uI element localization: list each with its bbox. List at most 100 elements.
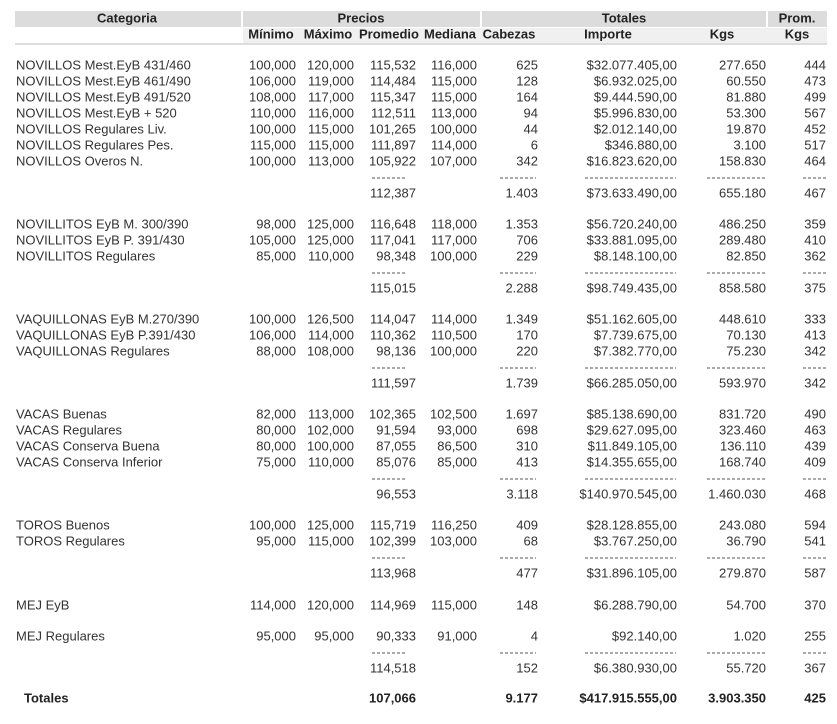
row-value: 110,000: [308, 248, 354, 263]
row-value: 115,000: [431, 89, 477, 104]
subtotal-value: $73.633.490,00: [587, 185, 677, 200]
row-value: 60.550: [726, 73, 766, 88]
row-value: 370: [804, 597, 826, 612]
row-value: 541: [804, 533, 826, 548]
row-value: 98,000: [256, 216, 296, 231]
row-value: 170: [516, 327, 538, 342]
row-value: 102,500: [430, 406, 477, 421]
row-value: 102,399: [369, 533, 416, 548]
row-value: 116,648: [370, 216, 416, 231]
row-value: 463: [804, 422, 826, 437]
row-value: $85.138.690,00: [587, 406, 677, 421]
subtotal-value: 468: [804, 486, 826, 501]
header-group: Categoria: [97, 10, 158, 25]
row-value: 136.110: [720, 438, 766, 453]
row-value: 1.353: [505, 216, 538, 231]
row-value: 289.480: [719, 232, 766, 247]
subtotal-value: $66.285.050,00: [587, 375, 677, 390]
subtotal-value: 858.580: [719, 280, 766, 295]
subtotal-value: 279.870: [719, 565, 766, 580]
row-value: $7.739.675,00: [594, 327, 677, 342]
row-value: 114,969: [370, 597, 416, 612]
row-value: 80,000: [256, 438, 296, 453]
subtotal-value: 593.970: [719, 375, 766, 390]
row-value: 108,000: [307, 343, 354, 358]
totals-value: 425: [804, 690, 826, 705]
row-category: NOVILLOS Mest.EyB + 520: [16, 105, 177, 120]
header-column: Kgs: [785, 26, 810, 41]
row-value: 36.790: [726, 533, 766, 548]
header-column: Mediana: [424, 26, 477, 41]
row-value: 70.130: [726, 327, 766, 342]
row-value: 1.349: [505, 311, 538, 326]
row-value: 148: [516, 597, 538, 612]
row-value: $16.823.620,00: [587, 153, 677, 168]
row-value: 75.230: [726, 343, 766, 358]
row-value: 115,000: [431, 597, 477, 612]
row-value: 91,594: [376, 422, 416, 437]
header-cell: [15, 11, 241, 27]
row-value: 100,000: [249, 311, 296, 326]
subtotal-value: 655.180: [719, 185, 766, 200]
row-value: $9.444.590,00: [594, 89, 677, 104]
row-value: 88,000: [256, 343, 296, 358]
row-value: 117,000: [308, 89, 354, 104]
row-value: 44: [524, 121, 538, 136]
row-category: NOVILLOS Mest.EyB 431/460: [16, 57, 191, 72]
row-value: 698: [516, 422, 538, 437]
row-value: 1.020: [733, 628, 766, 643]
header-cell: [243, 11, 480, 27]
row-value: 3.100: [733, 137, 766, 152]
row-value: 120,000: [307, 57, 354, 72]
row-value: 82.850: [726, 248, 766, 263]
subtotal-value: 152: [516, 660, 538, 675]
row-value: 113,000: [308, 406, 354, 421]
header-cell: [243, 28, 827, 43]
header-cell: [482, 11, 766, 27]
subtotal-value: $31.896.105,00: [587, 565, 677, 580]
row-value: 90,333: [376, 628, 416, 643]
header-cell: [768, 11, 827, 27]
row-value: 116,000: [431, 57, 477, 72]
row-category: TOROS Buenos: [16, 517, 110, 532]
row-value: 100,000: [249, 121, 296, 136]
row-value: $56.720.240,00: [587, 216, 677, 231]
row-value: $28.128.855,00: [587, 517, 677, 532]
row-value: 114,000: [431, 311, 477, 326]
row-value: 114,000: [431, 137, 477, 152]
row-value: 333: [804, 311, 826, 326]
row-value: 310: [516, 438, 538, 453]
row-category: VAQUILLONAS Regulares: [16, 343, 170, 358]
row-value: 115,532: [370, 57, 416, 72]
row-category: NOVILLITOS EyB P. 391/430: [16, 232, 185, 247]
row-value: 6: [531, 137, 538, 152]
row-value: 115,347: [370, 89, 416, 104]
subtotal-value: 375: [804, 280, 826, 295]
row-value: 113,000: [308, 153, 354, 168]
row-value: 114,000: [250, 597, 296, 612]
row-value: 80,000: [256, 422, 296, 437]
row-value: 19.870: [726, 121, 766, 136]
row-value: 115,000: [308, 137, 354, 152]
subtotal-value: 1.739: [505, 375, 538, 390]
row-value: 439: [804, 438, 826, 453]
subtotal-value: 342: [804, 375, 826, 390]
row-category: MEJ Regulares: [16, 628, 105, 643]
row-value: 413: [516, 454, 538, 469]
row-value: $6.932.025,00: [594, 73, 677, 88]
row-value: 168.740: [719, 454, 766, 469]
row-value: 107,000: [430, 153, 477, 168]
row-value: 1.697: [505, 406, 538, 421]
header-column: Máximo: [304, 26, 352, 41]
row-value: 111,897: [371, 137, 416, 152]
row-value: $14.355.655,00: [587, 454, 677, 469]
row-value: 464: [804, 153, 826, 168]
row-value: 81.880: [726, 89, 766, 104]
row-value: 448.610: [719, 311, 766, 326]
row-value: 117,000: [431, 232, 477, 247]
subtotal-value: 115,015: [370, 280, 416, 295]
row-value: 91,000: [437, 628, 477, 643]
row-value: 517: [804, 137, 826, 152]
row-value: 114,000: [308, 327, 354, 342]
row-category: NOVILLOS Regulares Liv.: [16, 121, 167, 136]
